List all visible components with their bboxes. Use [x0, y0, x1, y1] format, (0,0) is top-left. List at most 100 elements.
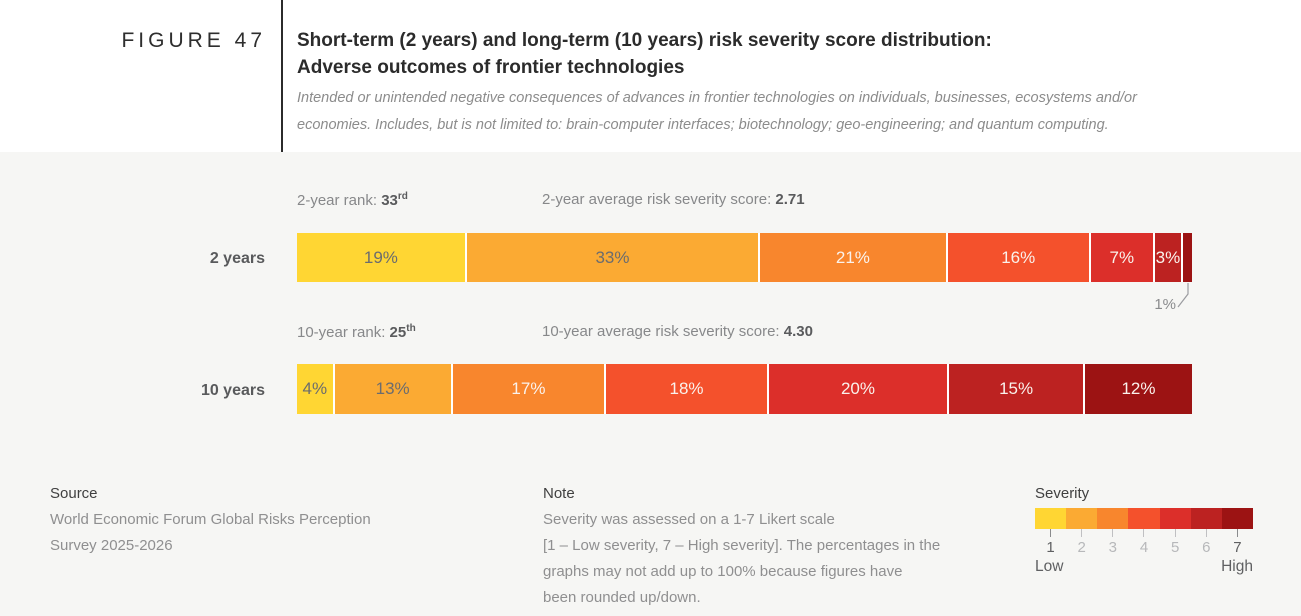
bar-segment-severity-1: 19% — [297, 233, 465, 282]
note-line-2: [1 – Low severity, 7 – High severity]. T… — [543, 537, 941, 554]
severity-swatch-5 — [1159, 508, 1191, 529]
severity-legend-heading: Severity — [1035, 485, 1090, 502]
ten-year-rank-value: 25 — [389, 324, 407, 341]
severity-number-6: 6 — [1202, 539, 1211, 556]
ten-year-stats-row: 10-year rank: 25th 10-year average risk … — [297, 323, 1207, 343]
severity-tick-cell — [1160, 529, 1191, 537]
note-block: Note Severity was assessed on a 1-7 Like… — [543, 481, 1003, 611]
source-line-2: Survey 2025-2026 — [50, 537, 173, 554]
note-heading: Note — [543, 485, 575, 502]
bar-segment-value-label: 12% — [1121, 379, 1156, 398]
severity-number-2: 2 — [1077, 539, 1086, 556]
bar-segment-value-label: 15% — [999, 379, 1034, 398]
bar-segment-value-label: 13% — [375, 379, 410, 398]
two-year-stats-row: 2-year rank: 33rd 2-year average risk se… — [297, 191, 1207, 211]
ten-year-score-label: 10-year average risk severity score: — [542, 323, 780, 340]
severity-tick-mark — [1081, 529, 1083, 537]
figure-number-label: FIGURE 47 — [121, 29, 266, 52]
severity-tick-mark — [1174, 529, 1176, 537]
two-year-rank-label: 2-year rank: — [297, 192, 378, 209]
bar-segment-value-label: 19% — [363, 247, 398, 267]
two-year-score-label: 2-year average risk severity score: — [542, 191, 772, 208]
bar-segment-severity-7: 12% — [1082, 364, 1192, 414]
bar-segment-severity-4: 16% — [945, 233, 1089, 282]
ten-year-row-label: 10 years — [200, 382, 265, 399]
bar-segment-severity-6: 3% — [1152, 233, 1182, 282]
bar-segment-severity-2: 33% — [464, 233, 759, 282]
bar-segment-severity-3: 17% — [450, 364, 605, 414]
callout-leader-line — [1177, 283, 1189, 308]
bar-segment-severity-3: 21% — [758, 233, 946, 282]
severity-swatch-3 — [1097, 508, 1129, 529]
figure-title-line-1: Short-term (2 years) and long-term (10 y… — [297, 30, 992, 51]
source-heading: Source — [50, 485, 98, 502]
bar-segment-value-label: 17% — [511, 379, 546, 398]
severity-high-label: High — [1221, 558, 1253, 575]
bar-segment-value-label: 33% — [595, 247, 630, 267]
bar-segment-value-label: 4% — [302, 379, 328, 398]
figure-subtitle-line-2: economies. Includes, but is not limited … — [297, 117, 1109, 133]
callout-one-percent-label: 1% — [1154, 296, 1176, 313]
header-divider-line — [281, 0, 283, 152]
bar-segment-value-label: 21% — [835, 247, 870, 267]
severity-tick-cell — [1066, 529, 1097, 537]
bar-segment-severity-6: 15% — [947, 364, 1083, 414]
note-line-3: graphs may not add up to 100% because fi… — [543, 563, 903, 580]
severity-tick-cell — [1035, 529, 1066, 537]
severity-low-label: Low — [1035, 558, 1064, 575]
two-year-stacked-bar: 19% 33% 21% 16% 7% 3% — [297, 233, 1192, 282]
bar-segment-value-label: 3% — [1155, 247, 1181, 267]
severity-number-1: 1 — [1046, 539, 1055, 556]
bar-segment-value-label: 7% — [1109, 247, 1135, 267]
ten-year-stacked-bar: 4% 13% 17% 18% 20% 15% 12% — [297, 364, 1192, 414]
ten-year-score-value: 4.30 — [783, 323, 813, 340]
severity-tick-cell — [1222, 529, 1253, 537]
severity-legend-numbers: 1 2 3 4 5 6 7 — [1035, 539, 1253, 556]
figure-subtitle: Intended or unintended negative conseque… — [297, 85, 1257, 139]
severity-number-3: 3 — [1108, 539, 1118, 556]
severity-swatch-7 — [1221, 508, 1253, 529]
severity-swatch-6 — [1190, 508, 1222, 529]
severity-swatch-4 — [1128, 508, 1160, 529]
note-line-1: Severity was assessed on a 1-7 Likert sc… — [543, 511, 835, 528]
bar-segment-severity-1: 4% — [297, 364, 333, 414]
two-year-row-label: 2 years — [209, 250, 265, 267]
figure-header: FIGURE 47 Short-term (2 years) and long-… — [0, 0, 1301, 152]
two-year-score-value: 2.71 — [775, 191, 805, 208]
severity-tick-cell — [1097, 529, 1128, 537]
source-line-1: World Economic Forum Global Risks Percep… — [50, 511, 371, 528]
two-year-score: 2-year average risk severity score: 2.71 — [542, 191, 805, 208]
severity-tick-mark — [1143, 529, 1145, 537]
severity-tick-mark — [1112, 529, 1114, 537]
bar-segment-value-label: 20% — [840, 379, 875, 398]
severity-legend-minmax: Low High — [1035, 558, 1253, 576]
note-line-4: been rounded up/down. — [543, 589, 701, 606]
bar-segment-severity-5: 20% — [766, 364, 948, 414]
severity-swatch-2 — [1066, 508, 1098, 529]
severity-legend-bar — [1035, 508, 1253, 529]
bar-segment-value-label: 16% — [1001, 247, 1036, 267]
ten-year-rank-ordinal: th — [406, 323, 416, 334]
two-year-rank-ordinal: rd — [397, 191, 408, 202]
bar-segment-severity-7 — [1181, 233, 1192, 282]
severity-tick-mark — [1050, 529, 1052, 537]
severity-tick-cell — [1191, 529, 1222, 537]
two-year-rank-value: 33 — [381, 192, 398, 209]
ten-year-score: 10-year average risk severity score: 4.3… — [542, 323, 813, 340]
severity-legend: Severity 1 2 3 4 5 6 7 Low High — [1035, 481, 1253, 576]
bar-segment-value-label: 18% — [669, 379, 704, 398]
figure-title-line-2: Adverse outcomes of frontier technologie… — [297, 57, 685, 78]
bar-segment-severity-5: 7% — [1088, 233, 1153, 282]
ten-year-rank-label: 10-year rank: — [297, 324, 386, 341]
severity-legend-ticks — [1035, 529, 1253, 537]
severity-number-7: 7 — [1233, 539, 1242, 556]
severity-number-5: 5 — [1170, 539, 1180, 556]
severity-tick-mark — [1205, 529, 1207, 537]
severity-number-4: 4 — [1139, 539, 1149, 556]
source-block: Source World Economic Forum Global Risks… — [50, 481, 490, 559]
severity-swatch-1 — [1035, 508, 1067, 529]
severity-tick-cell — [1128, 529, 1159, 537]
bar-segment-severity-4: 18% — [604, 364, 767, 414]
title-block: Short-term (2 years) and long-term (10 y… — [297, 27, 1257, 139]
